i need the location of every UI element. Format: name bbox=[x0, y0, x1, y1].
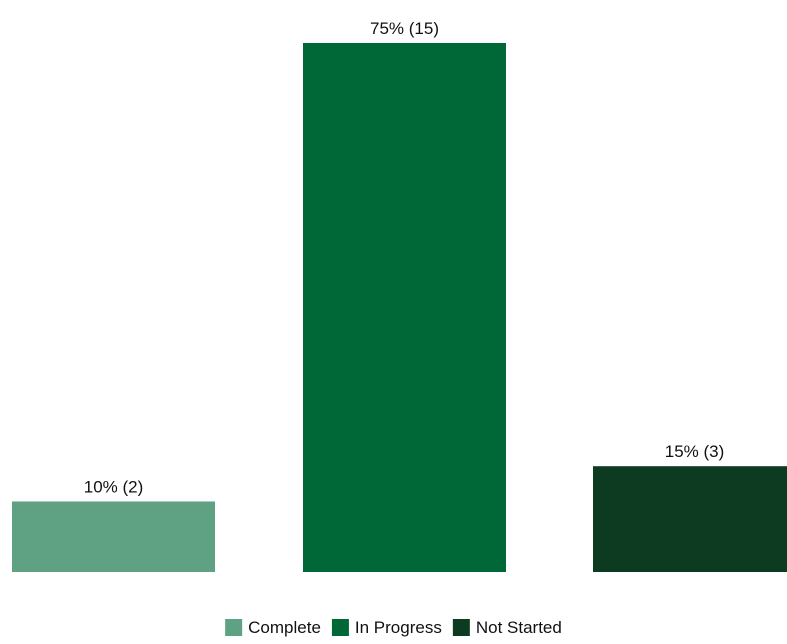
data-labels-layer: 10% (2) 75% (15) 15% (3) bbox=[84, 19, 725, 496]
bar-not-started bbox=[593, 466, 787, 572]
bars-layer bbox=[12, 43, 787, 572]
data-label-not-started: 15% (3) bbox=[665, 442, 725, 461]
data-label-complete: 10% (2) bbox=[84, 477, 144, 496]
legend-label-in-progress: In Progress bbox=[355, 618, 442, 637]
bar-complete bbox=[12, 501, 215, 572]
legend-item-in-progress: In Progress bbox=[331, 618, 442, 637]
legend-item-not-started: Not Started bbox=[452, 618, 562, 637]
legend: Complete In Progress Not Started bbox=[225, 618, 562, 637]
legend-swatch-complete bbox=[225, 619, 243, 636]
legend-swatch-not-started bbox=[452, 619, 470, 636]
legend-swatch-in-progress bbox=[331, 619, 349, 636]
legend-label-not-started: Not Started bbox=[476, 618, 562, 637]
bar-in-progress bbox=[303, 43, 506, 572]
data-label-in-progress: 75% (15) bbox=[370, 19, 439, 38]
legend-label-complete: Complete bbox=[248, 618, 321, 637]
legend-item-complete: Complete bbox=[225, 618, 321, 637]
